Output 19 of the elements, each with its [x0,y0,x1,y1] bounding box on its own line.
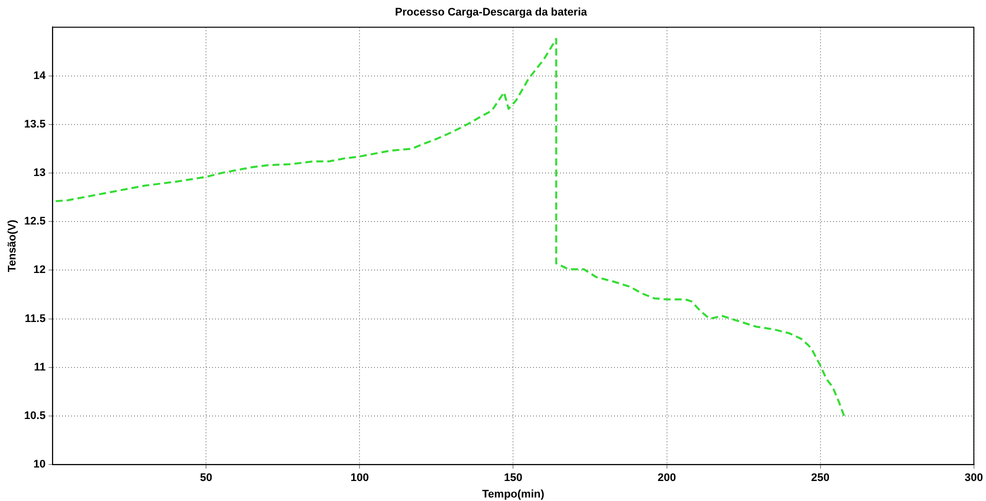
x-axis-title: Tempo(min) [482,488,545,500]
x-tick-label: 50 [200,472,212,484]
x-tick-label: 300 [964,472,984,484]
x-tick-label: 150 [504,472,522,484]
y-tick-label: 14 [33,70,46,82]
x-tick-label: 200 [658,472,676,484]
y-tick-label: 10.5 [24,410,46,422]
y-axis-title: Tensão(V) [6,219,19,272]
y-tick-label: 12.5 [24,216,46,228]
y-tick-label: 13 [33,167,46,180]
x-tick-label: 250 [811,472,830,484]
y-tick-label: 12 [33,264,46,276]
line-series [54,38,846,419]
chart-title: Processo Carga-Descarga da bateria [395,6,588,19]
y-tick-label: 10 [33,458,46,471]
y-tick-label: 11 [34,361,46,374]
y-tick-label: 13.5 [24,118,46,130]
x-tick-label: 100 [350,472,369,484]
y-tick-label: 11.5 [24,312,46,325]
